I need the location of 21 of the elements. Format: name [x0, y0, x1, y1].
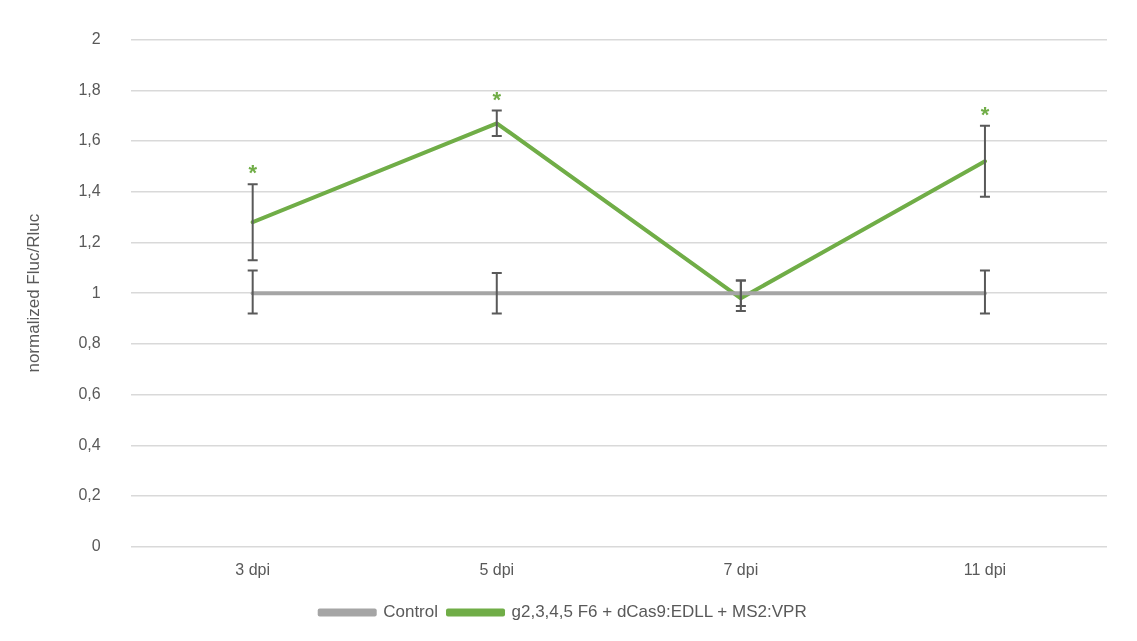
y-tick-label: 1 — [91, 283, 101, 301]
annotation: * — [980, 101, 990, 127]
annotation: * — [248, 160, 258, 186]
y-tick-label: 2 — [91, 30, 101, 48]
x-tick-label: 3 dpi — [235, 560, 271, 578]
legend-label: Control — [383, 602, 439, 622]
legend-label: g2,3,4,5 F6 + dCas9:EDLL + MS2:VPR — [511, 602, 807, 622]
y-tick-label: 1,2 — [78, 232, 101, 250]
annotation: * — [492, 86, 502, 112]
y-tick-label: 0,2 — [78, 486, 101, 504]
y-tick-label: 1,6 — [78, 131, 101, 149]
x-tick-label: 5 dpi — [479, 560, 515, 578]
y-tick-label: 1,4 — [78, 182, 101, 200]
y-tick-label: 1,8 — [78, 80, 101, 98]
x-tick-label: 11 dpi — [963, 560, 1007, 578]
y-axis-title: normalized Fluc/Rluc — [23, 213, 43, 373]
y-tick-label: 0,6 — [78, 385, 101, 403]
y-tick-label: 0 — [91, 537, 101, 555]
y-tick-label: 0,8 — [78, 334, 101, 352]
x-tick-label: 7 dpi — [723, 560, 759, 578]
y-tick-label: 0,4 — [78, 435, 101, 453]
